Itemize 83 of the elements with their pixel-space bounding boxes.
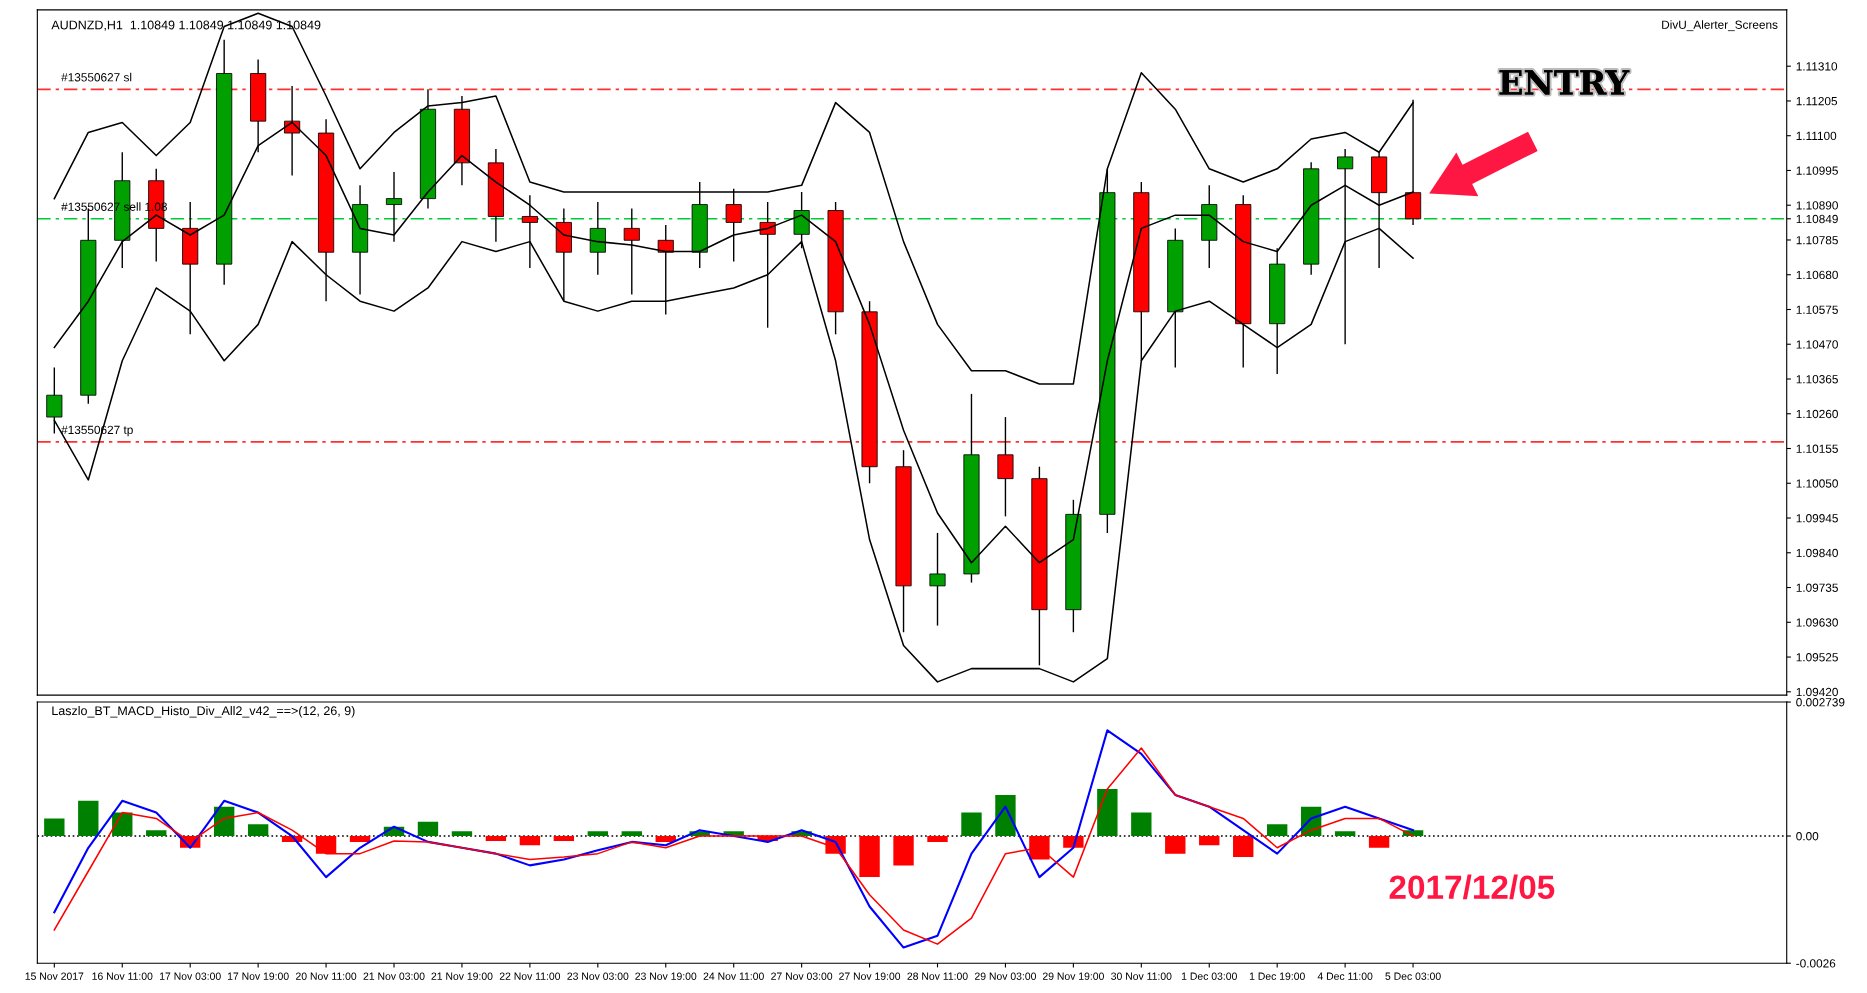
y-tick-label: 1.10680 <box>1796 270 1838 280</box>
bar <box>1233 836 1254 858</box>
y-tick-label: 1.10470 <box>1796 340 1838 349</box>
y-tick-label: 1.11310 <box>1796 62 1838 71</box>
x-tick-label: 21 Nov 19:00 <box>431 972 493 980</box>
bar <box>485 836 507 841</box>
y-tick-label: 1.09840 <box>1796 548 1838 558</box>
bar <box>519 836 541 846</box>
bar <box>553 836 575 841</box>
y-tick-label: 1.10785 <box>1796 236 1838 245</box>
y-tick-label: 1.10575 <box>1796 305 1838 314</box>
bar <box>961 812 982 837</box>
candlestick <box>589 201 606 276</box>
chart-title: Laszlo_BT_MACD_Histo_Div_All2_v42_==>(12, 26, 9) <box>52 705 355 718</box>
x-tick-label: 15 Nov 2017 <box>25 972 84 980</box>
bar <box>1267 824 1288 837</box>
bar <box>1199 836 1220 846</box>
bar <box>587 831 609 837</box>
y-tick-label: 1.11205 <box>1796 96 1838 106</box>
bar <box>451 831 473 837</box>
bar <box>1334 831 1356 837</box>
x-tick-label: 1 Dec 03:00 <box>1181 972 1237 980</box>
y-tick-label: 0.002739 <box>1796 698 1845 707</box>
x-tick-label: 4 Dec 11:00 <box>1317 972 1373 980</box>
x-tick-label: 22 Nov 11:00 <box>499 972 561 980</box>
candlestick <box>929 532 946 627</box>
x-tick-label: 27 Nov 19:00 <box>839 972 901 980</box>
x-tick-label: 29 Nov 03:00 <box>974 972 1037 980</box>
y-tick-label: 1.10365 <box>1796 375 1838 384</box>
x-tick-label: 5 Dec 03:00 <box>1385 972 1441 980</box>
bar <box>146 830 167 837</box>
y-tick-label: 1.09945 <box>1796 514 1838 523</box>
bar <box>78 800 99 837</box>
y-tick-label: 1.10890 <box>1796 201 1838 210</box>
bar <box>1097 789 1118 837</box>
y-tick-label: 1.10260 <box>1796 409 1838 419</box>
y-tick-label: 0.00 <box>1796 832 1819 841</box>
x-tick-label: 24 Nov 11:00 <box>703 972 764 980</box>
y-tick-label: 1.10849 <box>1796 214 1838 224</box>
x-tick-label: 16 Nov 11:00 <box>92 972 153 980</box>
bar <box>1368 836 1390 848</box>
bar <box>655 836 676 842</box>
y-tick-label: 1.10155 <box>1796 444 1838 453</box>
x-tick-label: 1 Dec 19:00 <box>1249 972 1305 980</box>
bar <box>1029 836 1050 860</box>
bar <box>417 821 439 837</box>
bar <box>247 824 269 837</box>
y-tick-label: 1.09630 <box>1796 618 1838 627</box>
bar <box>927 836 948 842</box>
x-tick-label: 23 Nov 19:00 <box>635 972 697 980</box>
x-tick-label: 21 Nov 03:00 <box>363 972 425 980</box>
y-tick-label: 1.10050 <box>1796 479 1838 488</box>
candlestick <box>623 207 640 296</box>
y-tick-label: 1.09735 <box>1796 583 1838 592</box>
text: DivU_Alerter_Screens <box>1662 20 1778 32</box>
bar <box>1165 836 1186 854</box>
x-tick-label: 27 Nov 03:00 <box>771 972 833 980</box>
ref-line-label: #13550627 sl <box>61 72 132 82</box>
candlestick <box>385 171 403 243</box>
y-tick-label: 1.11100 <box>1796 131 1837 141</box>
bar <box>621 831 642 837</box>
bar <box>1131 812 1152 837</box>
y-tick-label: 1.10995 <box>1796 166 1838 175</box>
y-tick-label: 1.09525 <box>1796 653 1838 662</box>
x-tick-label: 30 Nov 11:00 <box>1111 972 1172 980</box>
candlestick <box>725 187 742 263</box>
x-tick-label: 17 Nov 03:00 <box>160 972 221 980</box>
x-tick-label: 20 Nov 11:00 <box>296 972 357 980</box>
bar <box>995 794 1016 837</box>
y-tick-label: 1.09420 <box>1796 687 1838 697</box>
x-tick-label: 23 Nov 03:00 <box>567 972 629 980</box>
text: ENTRY <box>1499 70 1630 95</box>
x-tick-label: 17 Nov 19:00 <box>227 972 289 980</box>
x-tick-label: 28 Nov 11:00 <box>907 972 968 980</box>
y-tick-label: -0.0026 <box>1796 959 1836 968</box>
bar <box>349 836 371 842</box>
bar <box>44 818 65 837</box>
candlestick <box>997 416 1014 518</box>
bar <box>893 836 914 866</box>
x-tick-label: 29 Nov 19:00 <box>1042 972 1104 980</box>
bar <box>315 836 337 854</box>
annotation: 2017/12/05 <box>1389 874 1555 900</box>
bar <box>859 836 880 878</box>
